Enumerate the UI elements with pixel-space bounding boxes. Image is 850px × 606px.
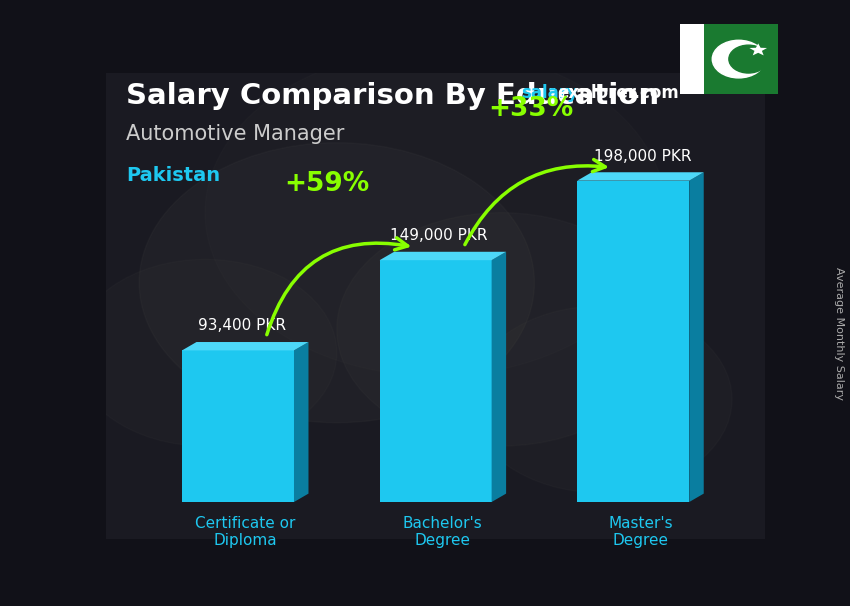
Text: explorer.com: explorer.com	[557, 84, 678, 102]
Polygon shape	[182, 342, 309, 350]
Circle shape	[139, 142, 535, 422]
FancyArrowPatch shape	[267, 238, 408, 335]
Text: salary: salary	[521, 84, 578, 102]
Polygon shape	[294, 342, 309, 502]
Polygon shape	[182, 350, 294, 502]
Circle shape	[337, 213, 666, 446]
Text: 198,000 PKR: 198,000 PKR	[593, 148, 691, 164]
Circle shape	[712, 40, 765, 78]
Text: Salary Comparison By Education: Salary Comparison By Education	[126, 82, 659, 110]
Text: Automotive Manager: Automotive Manager	[126, 124, 344, 144]
Polygon shape	[577, 181, 689, 502]
Text: Master's
Degree: Master's Degree	[609, 516, 673, 548]
Polygon shape	[380, 251, 506, 260]
Polygon shape	[491, 251, 506, 502]
Text: +33%: +33%	[489, 96, 574, 122]
Polygon shape	[750, 44, 767, 55]
Text: +59%: +59%	[284, 171, 370, 197]
Polygon shape	[705, 24, 778, 94]
Polygon shape	[680, 24, 778, 94]
Polygon shape	[689, 172, 704, 502]
Polygon shape	[577, 172, 704, 181]
Polygon shape	[680, 24, 705, 94]
Text: Bachelor's
Degree: Bachelor's Degree	[403, 516, 483, 548]
Text: Certificate or
Diploma: Certificate or Diploma	[195, 516, 296, 548]
FancyArrowPatch shape	[465, 159, 605, 245]
Polygon shape	[106, 73, 765, 539]
Text: Average Monthly Salary: Average Monthly Salary	[834, 267, 844, 400]
Circle shape	[468, 306, 732, 493]
Circle shape	[73, 259, 337, 446]
Circle shape	[728, 45, 768, 73]
Polygon shape	[380, 260, 491, 502]
Circle shape	[205, 50, 666, 376]
Text: 149,000 PKR: 149,000 PKR	[389, 228, 487, 243]
Text: Pakistan: Pakistan	[126, 166, 220, 185]
Text: 93,400 PKR: 93,400 PKR	[199, 318, 286, 333]
